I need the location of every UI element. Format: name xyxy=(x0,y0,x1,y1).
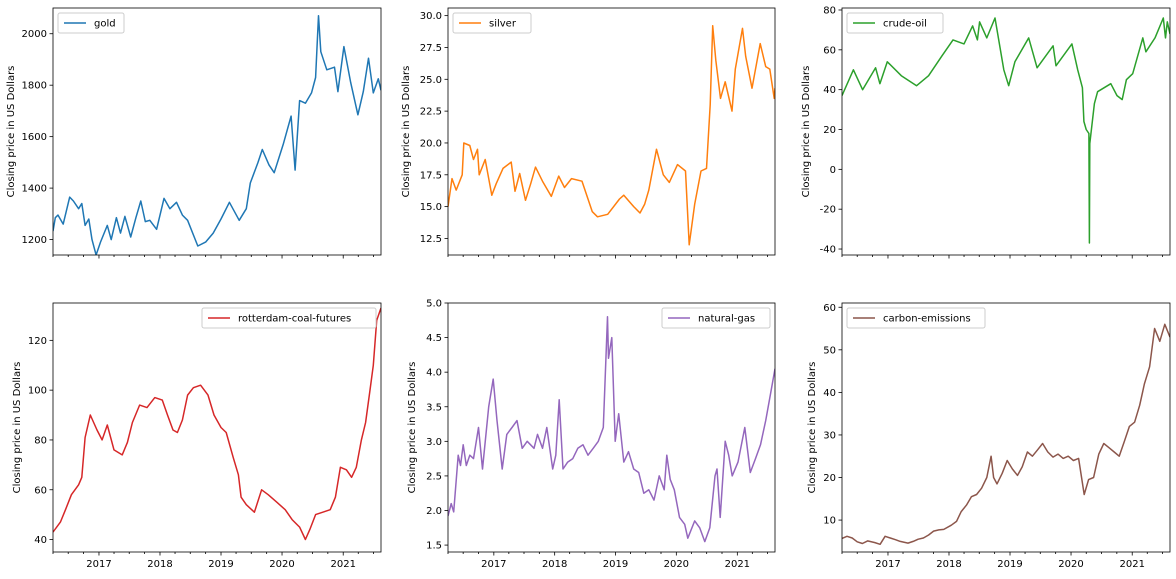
y-tick-label: 80 xyxy=(34,435,47,446)
series-line-carbon-emissions xyxy=(842,323,1170,546)
y-tick-label: 1400 xyxy=(22,184,47,195)
axes-frame xyxy=(447,7,776,256)
y-axis-label: Closing price in US Dollars xyxy=(401,66,412,198)
subplot-silver: 12.5 15.0 17.5 20.0 22.5 25.0 27.5 30.0 Closing … xyxy=(401,7,776,259)
y-tick-label: 2.5 xyxy=(426,471,442,482)
axes-frame xyxy=(447,302,776,553)
y-tick-label: 1200 xyxy=(22,235,47,246)
y-tick-label: 2000 xyxy=(22,29,47,40)
y-tick-label: 1600 xyxy=(22,132,47,143)
y-tick-label: 100 xyxy=(28,386,47,397)
legend-box xyxy=(846,307,986,329)
legend-box xyxy=(57,12,125,34)
series-line-gold xyxy=(53,14,381,255)
series-line-silver xyxy=(448,25,775,246)
y-tick-label: 20 xyxy=(823,473,836,484)
y-tick-label: 30 xyxy=(823,430,836,441)
legend-label: rotterdam-coal-futures xyxy=(238,314,351,325)
y-tick-label: 15.0 xyxy=(420,202,442,213)
y-tick-label: 3.0 xyxy=(426,437,442,448)
legend-box xyxy=(661,307,771,329)
y-tick-label: 4.0 xyxy=(426,368,442,379)
y-tick-label: 120 xyxy=(28,336,47,347)
legend: gold xyxy=(57,12,125,34)
subplot-crude-oil: -40 -20 0 20 40 60 80 Closing price in US Dolla… xyxy=(801,5,1171,259)
y-tick-label: 25.0 xyxy=(420,75,442,86)
x-tick-label: 2018 xyxy=(542,559,567,570)
x-tick-label: 2017 xyxy=(86,559,111,570)
y-tick-label: 40 xyxy=(823,85,836,96)
x-tick-label: 2020 xyxy=(269,559,294,570)
subplot-carbon-emissions: 10 20 30 40 50 60 2017 2018 2019 2020 2021 Closing … xyxy=(807,302,1171,570)
y-tick-label: 20 xyxy=(823,125,836,136)
x-tick-label: 2017 xyxy=(875,559,900,570)
subplot-rotterdam-coal-futures: 40 60 80 100 120 2017 2018 2019 2020 2021 Closing … xyxy=(12,302,382,570)
series-line-crude-oil xyxy=(842,17,1170,244)
legend-label: carbon-emissions xyxy=(883,314,971,325)
axes-frame xyxy=(841,7,1171,256)
axes-frame xyxy=(52,7,382,256)
y-axis-label: Closing price in US Dollars xyxy=(801,66,812,198)
x-tick-label: 2021 xyxy=(1119,559,1144,570)
y-tick-label: 60 xyxy=(823,303,836,314)
x-tick-label: 2019 xyxy=(997,559,1022,570)
legend-label: gold xyxy=(94,19,116,30)
x-tick-label: 2021 xyxy=(725,559,750,570)
y-axis-label: Closing price in US Dollars xyxy=(6,66,17,198)
x-tick-label: 2018 xyxy=(936,559,961,570)
legend: silver xyxy=(452,12,532,34)
y-tick-label: 60 xyxy=(34,485,47,496)
y-tick-label: 80 xyxy=(823,5,836,16)
y-tick-label: 3.5 xyxy=(426,402,442,413)
x-tick-label: 2018 xyxy=(147,559,172,570)
x-tick-label: 2019 xyxy=(603,559,628,570)
y-axis-label: Closing price in US Dollars xyxy=(12,362,23,494)
y-tick-label: -20 xyxy=(820,205,836,216)
y-axis-label: Closing price in US Dollars xyxy=(807,362,818,494)
legend: crude-oil xyxy=(846,12,944,34)
legend-label: silver xyxy=(489,19,517,30)
y-tick-label: 50 xyxy=(823,345,836,356)
x-tick-label: 2021 xyxy=(330,559,355,570)
series-line-rotterdam-coal-futures xyxy=(53,307,381,541)
x-tick-label: 2020 xyxy=(1058,559,1083,570)
x-tick-label: 2020 xyxy=(664,559,689,570)
subplot-natural-gas: 1.5 2.0 2.5 3.0 3.5 4.0 4.5 5.0 2017 2018 2019 2020… xyxy=(407,299,776,570)
y-tick-label: 2.0 xyxy=(426,506,442,517)
legend-label: natural-gas xyxy=(698,314,755,325)
legend: carbon-emissions xyxy=(846,307,986,329)
y-axis-label: Closing price in US Dollars xyxy=(407,362,418,494)
legend: natural-gas xyxy=(661,307,771,329)
y-tick-label: 22.5 xyxy=(420,107,442,118)
subplot-gold: 1200 1400 1600 1800 2000 Closing price in US … xyxy=(6,7,382,259)
legend-box xyxy=(452,12,532,34)
legend-box xyxy=(846,12,944,34)
y-tick-label: 0 xyxy=(830,165,836,176)
axes-frame xyxy=(52,302,382,553)
y-tick-label: 12.5 xyxy=(420,234,442,245)
axes-frame xyxy=(841,302,1171,553)
y-tick-label: 5.0 xyxy=(426,299,442,310)
y-tick-label: 10 xyxy=(823,516,836,527)
legend-box xyxy=(201,307,377,329)
x-tick-label: 2017 xyxy=(481,559,506,570)
y-tick-label: 17.5 xyxy=(420,170,442,181)
y-tick-label: 4.5 xyxy=(426,333,442,344)
y-tick-label: 1.5 xyxy=(426,541,442,552)
y-tick-label: 40 xyxy=(34,535,47,546)
y-tick-label: 20.0 xyxy=(420,138,442,149)
y-tick-label: 30.0 xyxy=(420,11,442,22)
x-tick-label: 2019 xyxy=(208,559,233,570)
y-tick-label: -40 xyxy=(820,245,836,256)
series-line-natural-gas xyxy=(448,316,775,543)
y-tick-label: 1800 xyxy=(22,81,47,92)
y-tick-label: 27.5 xyxy=(420,43,442,54)
legend-label: crude-oil xyxy=(883,19,927,30)
y-tick-label: 40 xyxy=(823,388,836,399)
y-tick-label: 60 xyxy=(823,45,836,56)
legend: rotterdam-coal-futures xyxy=(201,307,377,329)
